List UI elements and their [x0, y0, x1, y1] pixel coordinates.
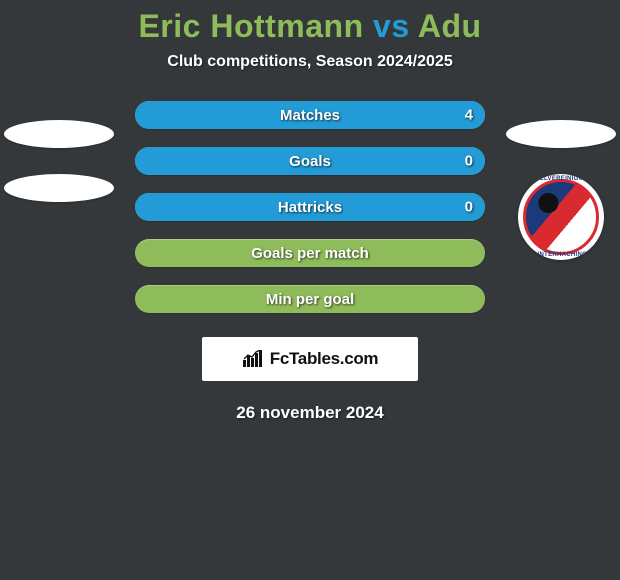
player-a-placeholder [4, 120, 114, 148]
club-badge-text-top: SPIELVEREINIGUNG [518, 176, 604, 182]
stat-label: Goals per match [251, 245, 369, 262]
player-a-name: Eric Hottmann [138, 8, 363, 44]
stat-value-right: 0 [465, 199, 473, 216]
stat-row: Min per goal [135, 285, 485, 313]
stat-row: Hattricks 0 [135, 193, 485, 221]
player-b-name: Adu [418, 8, 482, 44]
stat-label: Hattricks [278, 199, 342, 216]
fctables-logo: FcTables.com [202, 337, 418, 381]
stat-label: Goals [289, 153, 331, 170]
title-vs: vs [373, 8, 410, 44]
subtitle: Club competitions, Season 2024/2025 [0, 53, 620, 71]
stat-label: Matches [280, 107, 340, 124]
stat-label: Min per goal [266, 291, 354, 308]
stat-value-right: 0 [465, 153, 473, 170]
player-b-placeholder [506, 120, 616, 148]
player-b-side: SPIELVEREINIGUNG UNTERHACHING [506, 120, 616, 260]
fctables-logo-text: FcTables.com [270, 349, 379, 369]
snapshot-date: 26 november 2024 [0, 403, 620, 423]
stat-row: Goals per match [135, 239, 485, 267]
stat-row: Matches 4 [135, 101, 485, 129]
page-title: Eric Hottmann vs Adu [0, 8, 620, 45]
player-a-placeholder [4, 174, 114, 202]
stat-row: Goals 0 [135, 147, 485, 175]
club-badge-text-bottom: UNTERHACHING [518, 252, 604, 258]
player-a-side [4, 120, 114, 228]
club-badge: SPIELVEREINIGUNG UNTERHACHING [518, 174, 604, 260]
stat-value-right: 4 [465, 107, 473, 124]
bar-chart-icon [242, 350, 264, 368]
